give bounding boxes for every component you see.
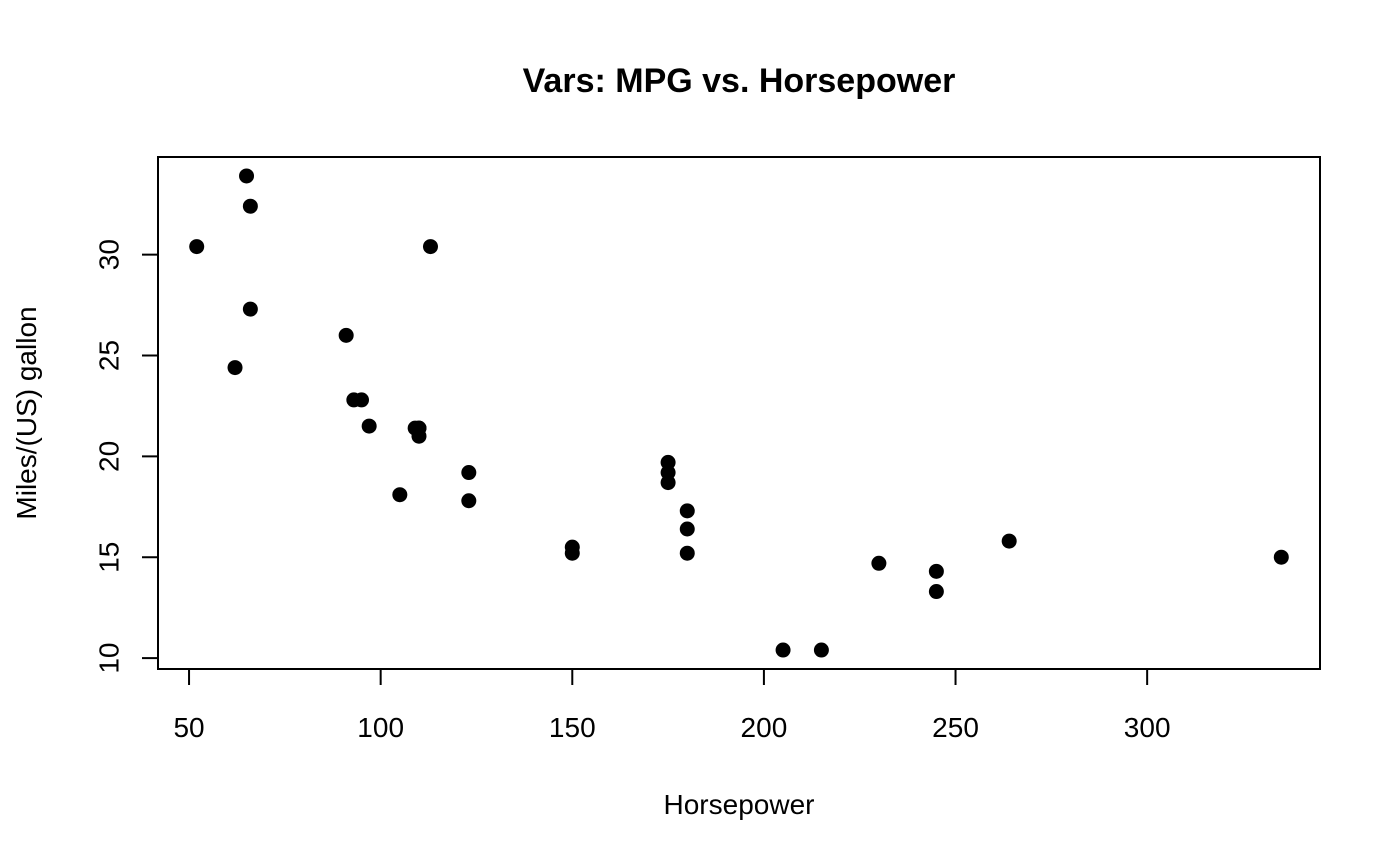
y-tick-label: 20 — [94, 441, 125, 472]
data-point — [928, 584, 944, 600]
chart-title: Vars: MPG vs. Horsepower — [523, 62, 956, 100]
x-axis-label: Horsepower — [664, 789, 815, 820]
x-tick-label: 150 — [549, 712, 596, 743]
x-tick-label: 50 — [173, 712, 204, 743]
data-point — [660, 454, 676, 470]
data-point — [422, 239, 438, 255]
data-point — [354, 392, 370, 408]
plot-frame — [157, 156, 1321, 670]
data-point — [1001, 533, 1017, 549]
data-point — [871, 555, 887, 571]
y-axis: 10 15 20 25 30 — [94, 239, 159, 674]
data-point — [679, 545, 695, 561]
y-tick-label: 25 — [94, 340, 125, 371]
x-tick-label: 100 — [357, 712, 404, 743]
data-point — [361, 418, 377, 434]
data-points — [189, 168, 1289, 658]
data-point — [813, 642, 829, 658]
data-point — [461, 493, 477, 509]
data-point — [928, 563, 944, 579]
data-point — [1273, 549, 1289, 565]
data-point — [242, 301, 258, 317]
data-point — [679, 503, 695, 519]
y-tick-label: 15 — [94, 542, 125, 573]
x-tick-label: 300 — [1124, 712, 1171, 743]
data-point — [775, 642, 791, 658]
data-point — [227, 360, 243, 376]
x-tick-label: 200 — [741, 712, 788, 743]
y-tick-label: 10 — [94, 643, 125, 674]
data-point — [392, 487, 408, 503]
y-axis-label: Miles/(US) gallon — [11, 306, 42, 519]
data-point — [242, 198, 258, 214]
data-point — [564, 545, 580, 561]
data-point — [189, 239, 205, 255]
data-point — [338, 327, 354, 343]
data-point — [461, 465, 477, 481]
x-axis: 50 100 150 200 250 300 — [173, 668, 1171, 743]
x-tick-label: 250 — [932, 712, 979, 743]
y-tick-label: 30 — [94, 239, 125, 270]
data-point — [239, 168, 255, 184]
data-point — [679, 521, 695, 537]
data-point — [407, 420, 423, 436]
